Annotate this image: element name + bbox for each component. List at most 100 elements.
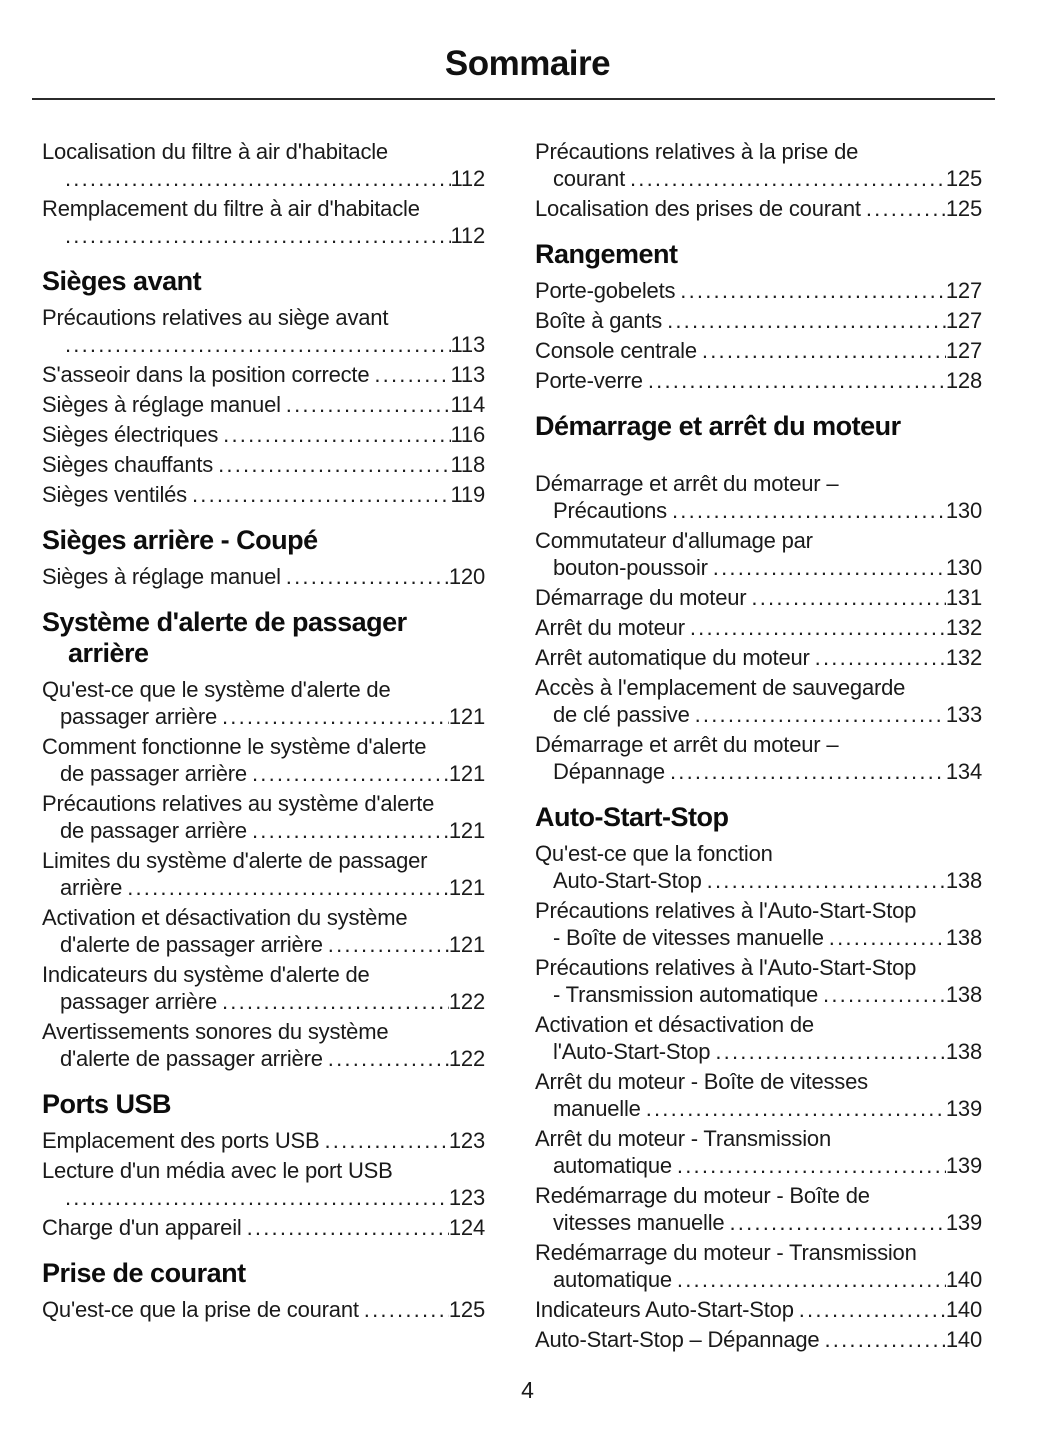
entry-title: Charge d'un appareil bbox=[42, 1215, 242, 1240]
entry-title: Arrêt du moteur bbox=[535, 615, 685, 640]
entry-text-line: Redémarrage du moteur - Boîte de bbox=[535, 1183, 870, 1208]
entry-page-number: 121 bbox=[448, 704, 485, 729]
entry-title: S'asseoir dans la position correcte bbox=[42, 362, 370, 387]
page-header: Sommaire bbox=[0, 0, 1055, 100]
entry-leader-line: Sièges chauffants.......................… bbox=[42, 451, 485, 478]
toc-entry: Emplacement des ports USB...............… bbox=[42, 1127, 485, 1154]
dot-leader: ........................................… bbox=[65, 166, 451, 191]
toc-entry: Arrêt du moteur.........................… bbox=[535, 614, 982, 641]
entry-text-line: Démarrage et arrêt du moteur – bbox=[535, 471, 839, 496]
entry-page-number: 125 bbox=[945, 196, 982, 221]
entry-title: courant bbox=[553, 166, 625, 191]
dot-leader: ........................................… bbox=[251, 761, 449, 786]
heading-line: Prise de courant bbox=[42, 1258, 246, 1288]
entry-text-line: Remplacement du filtre à air d'habitacle bbox=[42, 196, 420, 221]
dot-leader: ........................................… bbox=[65, 332, 451, 357]
entry-text-line: Localisation du filtre à air d'habitacle bbox=[42, 139, 388, 164]
entry-page-number: 124 bbox=[448, 1215, 485, 1240]
entry-title: l'Auto-Start-Stop bbox=[553, 1039, 711, 1064]
entry-leader-line: ........................................… bbox=[42, 331, 485, 358]
dot-leader: ........................................… bbox=[694, 702, 946, 727]
dot-leader: ........................................… bbox=[676, 1267, 946, 1292]
toc-column-left: Localisation du filtre à air d'habitacle… bbox=[42, 138, 485, 1356]
entry-page-number: 119 bbox=[450, 482, 486, 507]
entry-title: de clé passive bbox=[553, 702, 690, 727]
entry-page-number: 131 bbox=[945, 585, 982, 610]
entry-title: Porte-verre bbox=[535, 368, 643, 393]
entry-page-number: 122 bbox=[448, 1046, 485, 1071]
entry-page-number: 138 bbox=[945, 1039, 982, 1064]
entry-leader-line: Précautions.............................… bbox=[535, 497, 982, 524]
entry-title: passager arrière bbox=[60, 704, 217, 729]
entry-leader-line: Auto-Start-Stop.........................… bbox=[535, 867, 982, 894]
section-heading: Démarrage et arrêt du moteur bbox=[535, 411, 982, 442]
entry-title: vitesses manuelle bbox=[553, 1210, 725, 1235]
entry-leader-line: Sièges ventilés.........................… bbox=[42, 481, 485, 508]
toc-entry: Redémarrage du moteur - Boîte de vitesses… bbox=[535, 1182, 982, 1236]
entry-text-line: Précautions relatives au siège avant bbox=[42, 305, 389, 330]
entry-page-number: 140 bbox=[945, 1297, 982, 1322]
toc-entry: Porte-verre.............................… bbox=[535, 367, 982, 394]
dot-leader: ........................................… bbox=[680, 278, 946, 303]
dot-leader: ........................................… bbox=[324, 1128, 449, 1153]
heading-line: Démarrage et arrêt du moteur bbox=[535, 411, 901, 441]
entry-leader-line: Localisation des prises de courant......… bbox=[535, 195, 982, 222]
entry-leader-line: Sièges électriques......................… bbox=[42, 421, 485, 448]
entry-page-number: 112 bbox=[450, 223, 486, 248]
entry-page-number: 139 bbox=[945, 1096, 982, 1121]
dot-leader: ........................................… bbox=[701, 338, 946, 363]
entry-title: bouton-poussoir bbox=[553, 555, 708, 580]
entry-page-number: 138 bbox=[945, 925, 982, 950]
entry-title: Emplacement des ports USB bbox=[42, 1128, 320, 1153]
entry-page-number: 132 bbox=[945, 615, 982, 640]
entry-page-number: 128 bbox=[945, 368, 982, 393]
toc-entry: Arrêt du moteur - Transmission automatiqu… bbox=[535, 1125, 982, 1179]
dot-leader: ........................................… bbox=[223, 422, 450, 447]
heading-line: Rangement bbox=[535, 239, 678, 269]
page-title: Sommaire bbox=[444, 44, 611, 83]
entry-text-line: Arrêt du moteur - Transmission bbox=[535, 1126, 831, 1151]
entry-title: d'alerte de passager arrière bbox=[60, 1046, 323, 1071]
entry-title: d'alerte de passager arrière bbox=[60, 932, 323, 957]
dot-leader: ........................................… bbox=[824, 1327, 946, 1352]
entry-title: Auto-Start-Stop – Dépannage bbox=[535, 1327, 820, 1352]
dot-leader: ........................................… bbox=[191, 482, 451, 507]
entry-leader-line: Sièges à réglage manuel.................… bbox=[42, 391, 485, 418]
toc-entry: Indicateurs Auto-Start-Stop.............… bbox=[535, 1296, 982, 1323]
section-heading: Rangement bbox=[535, 239, 982, 270]
entry-title: - Boîte de vitesses manuelle bbox=[553, 925, 824, 950]
dot-leader: ........................................… bbox=[218, 452, 451, 477]
page-footer: 4 bbox=[0, 1377, 1055, 1404]
entry-text-line: Comment fonctionne le système d'alerte bbox=[42, 734, 427, 759]
dot-leader: ........................................… bbox=[222, 989, 449, 1014]
entry-page-number: 138 bbox=[945, 982, 982, 1007]
entry-page-number: 130 bbox=[945, 498, 982, 523]
section-heading: Sièges avant bbox=[42, 266, 485, 297]
entry-text-line: Précautions relatives à la prise de bbox=[535, 139, 859, 164]
section-heading: Système d'alerte de passager arrière bbox=[42, 607, 485, 669]
entry-leader-line: ........................................… bbox=[42, 165, 485, 192]
entry-leader-line: Console centrale........................… bbox=[535, 337, 982, 364]
toc-columns: Localisation du filtre à air d'habitacle… bbox=[42, 138, 1055, 1356]
dot-leader: ........................................… bbox=[246, 1215, 449, 1240]
entry-leader-line: - Transmission automatique..............… bbox=[535, 981, 982, 1008]
entry-page-number: 139 bbox=[945, 1153, 982, 1178]
entry-page-number: 139 bbox=[945, 1210, 982, 1235]
entry-page-number: 121 bbox=[448, 761, 485, 786]
entry-page-number: 121 bbox=[448, 875, 485, 900]
entry-leader-line: passager arrière........................… bbox=[42, 703, 485, 730]
toc-entry: Console centrale........................… bbox=[535, 337, 982, 364]
toc-entry: Avertissements sonores du système d'alert… bbox=[42, 1018, 485, 1072]
dot-leader: ........................................… bbox=[251, 818, 449, 843]
entry-page-number: 138 bbox=[945, 868, 982, 893]
entry-leader-line: courant.................................… bbox=[535, 165, 982, 192]
entry-leader-line: manuelle................................… bbox=[535, 1095, 982, 1122]
dot-leader: ........................................… bbox=[647, 368, 946, 393]
entry-page-number: 140 bbox=[945, 1327, 982, 1352]
entry-text-line: Activation et désactivation de bbox=[535, 1012, 814, 1037]
entry-leader-line: Dépannage...............................… bbox=[535, 758, 982, 785]
entry-text-line: Qu'est-ce que la fonction bbox=[535, 841, 773, 866]
entry-title: Arrêt automatique du moteur bbox=[535, 645, 810, 670]
entry-leader-line: Sièges à réglage manuel.................… bbox=[42, 563, 485, 590]
